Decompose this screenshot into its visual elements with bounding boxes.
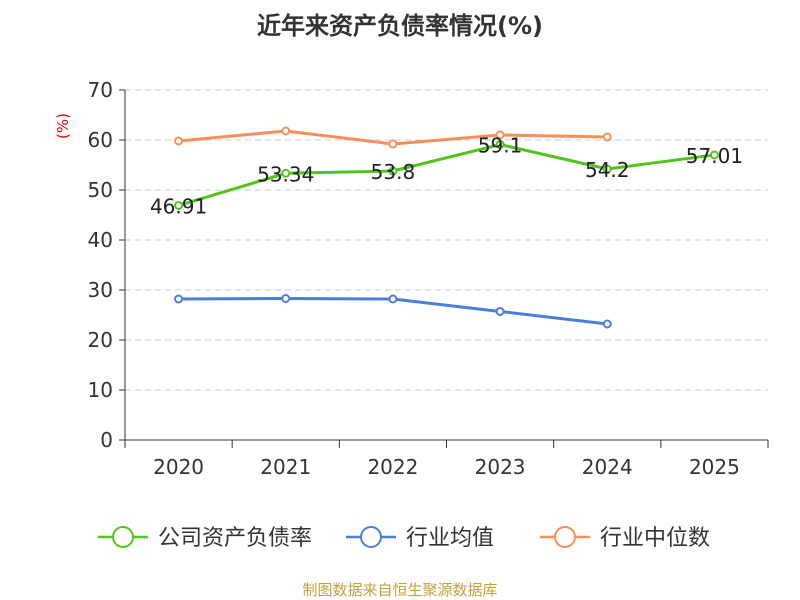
data-point [388,139,398,149]
legend-label: 行业均值 [406,526,494,551]
data-label: 53.8 [371,160,416,184]
data-point [602,132,612,142]
x-tick-label: 2022 [367,455,418,479]
y-axis-label: (%) [54,113,72,139]
data-point [495,140,505,149]
data-label: 46.91 [150,194,207,218]
data-point [388,166,398,176]
data-point [495,307,505,316]
x-tick-label: 2024 [582,455,633,479]
data-label: 57.01 [686,144,743,168]
x-tick-label: 2023 [475,455,526,479]
y-tick-label: 60 [88,128,113,152]
legend-marker [360,526,382,548]
data-point [709,150,719,160]
y-tick-label: 30 [88,278,113,302]
data-point [174,200,184,210]
y-tick-label: 20 [88,328,113,352]
legend-marker [554,526,576,548]
source-note: 制图数据来自恒生聚源数据库 [302,581,498,599]
data-point [602,319,612,329]
x-tick-label: 2020 [153,455,204,479]
y-tick-label: 0 [100,428,113,452]
data-label: 54.2 [585,158,630,182]
data-point [281,294,291,303]
data-label: 59.1 [478,134,523,158]
x-tick-label: 2021 [260,455,311,479]
data-point [495,130,505,140]
data-point [281,126,291,136]
legend-marker [112,526,134,548]
series-line-0 [178,142,715,207]
x-tick-label: 2025 [689,455,740,479]
y-tick-label: 50 [88,178,113,202]
y-tick-label: 40 [88,228,113,252]
y-tick-label: 70 [88,78,113,102]
data-point [174,294,184,304]
data-point [281,168,291,178]
data-label: 53.34 [257,162,314,186]
legend-label: 公司资产负债率 [158,526,312,551]
legend-label: 行业中位数 [600,526,710,551]
data-point [388,294,398,304]
data-point [174,136,184,146]
data-point [602,164,612,174]
y-tick-label: 10 [88,378,113,402]
chart-title: 近年来资产负债率情况(%) [257,12,543,40]
